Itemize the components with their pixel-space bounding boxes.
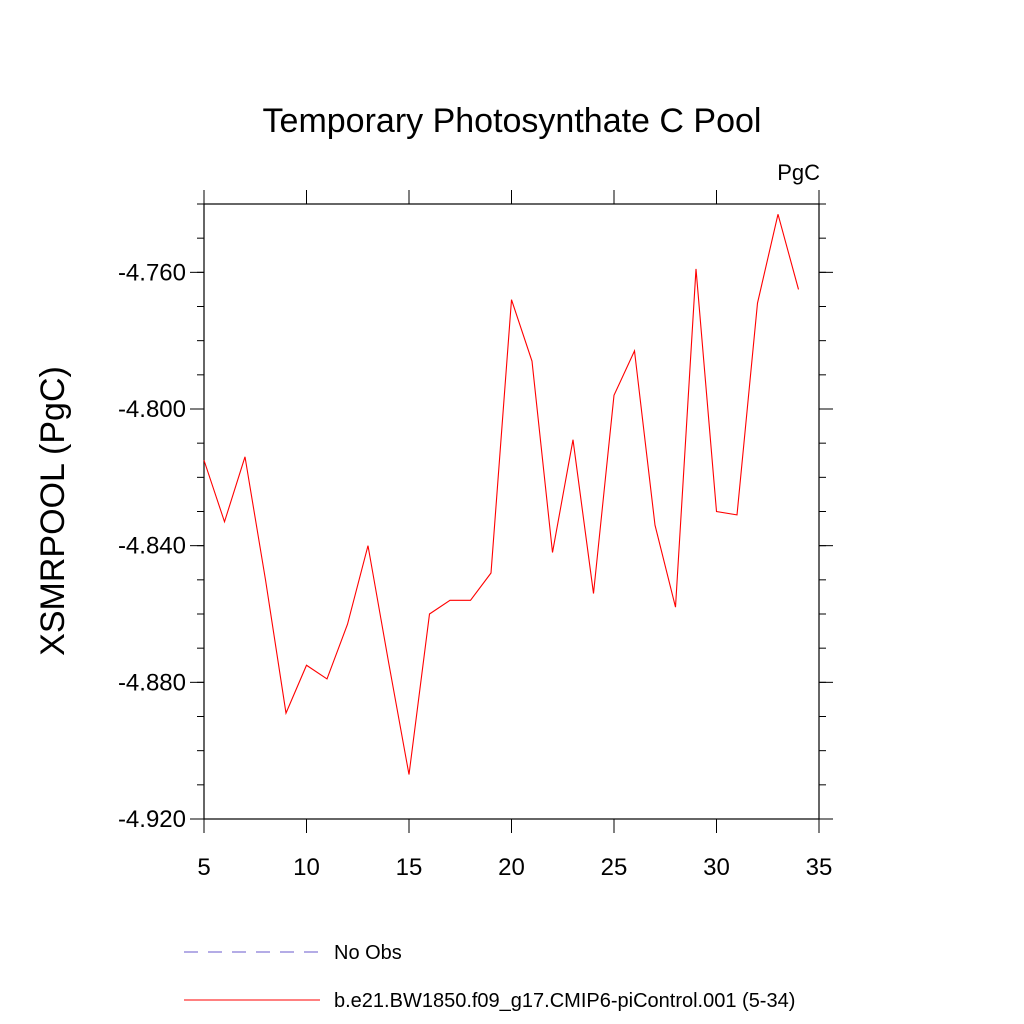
plot-frame <box>203 203 820 820</box>
y-tick-label: -4.800 <box>118 396 186 423</box>
chart-title: Temporary Photosynthate C Pool <box>263 102 762 140</box>
y-tick-label: -4.920 <box>118 806 186 833</box>
x-tick-label: 5 <box>197 854 210 881</box>
legend-label: No Obs <box>334 942 402 964</box>
y-axis-label: XSMRPOOL (PgC) <box>34 366 72 656</box>
axis-ticks: 5 10 15 20 25 30 35 -4.920 -4.880 -4.840 -4.800 -4.… <box>118 190 833 881</box>
x-tick-label: 30 <box>703 854 730 881</box>
y-tick-label: -4.760 <box>118 259 186 286</box>
legend-label: b.e21.BW1850.f09_g17.CMIP6-piControl.001… <box>334 990 795 1012</box>
x-tick-label: 10 <box>293 854 320 881</box>
x-tick-label: 15 <box>396 854 423 881</box>
y-tick-label: -4.840 <box>118 533 186 560</box>
y-tick-label: -4.880 <box>118 669 186 696</box>
series-layer <box>203 214 800 775</box>
legend: No Obs b.e21.BW1850.f09_g17.CMIP6-piContr… <box>184 942 795 1012</box>
x-tick-label: 20 <box>498 854 525 881</box>
x-tick-label: 35 <box>806 854 833 881</box>
x-tick-label: 25 <box>601 854 628 881</box>
series-line <box>203 214 800 775</box>
units-label: PgC <box>777 160 820 185</box>
